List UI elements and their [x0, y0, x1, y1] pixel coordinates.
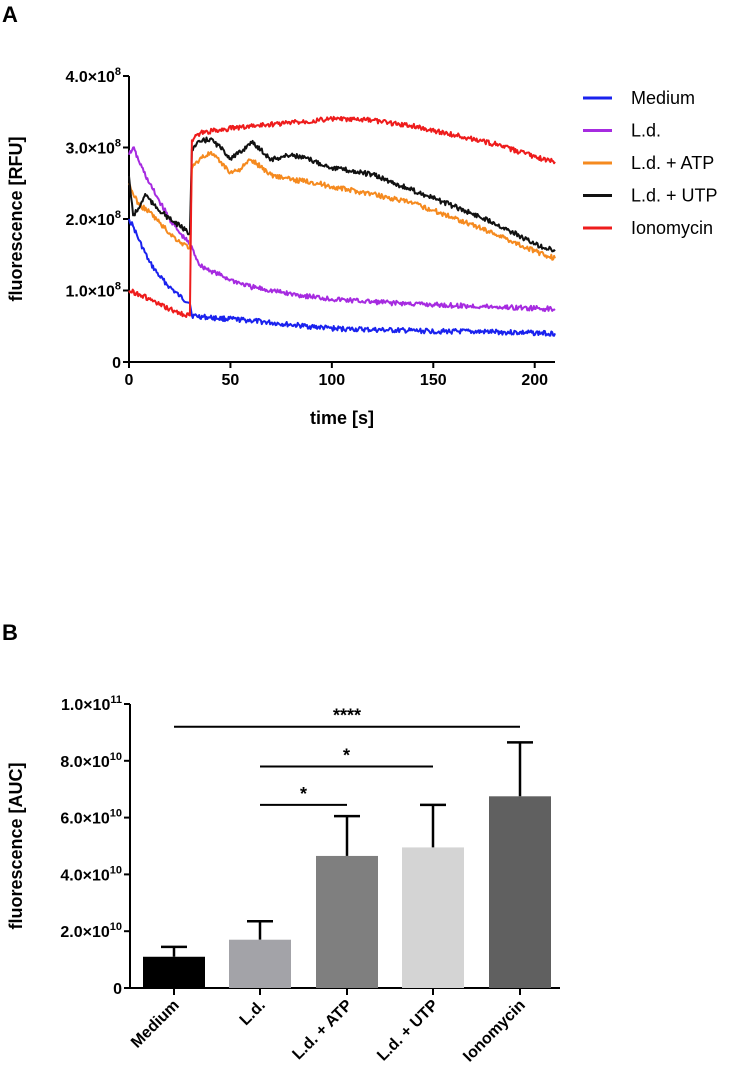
series-line-ionomycin: [128, 115, 556, 318]
category-label: L.d.: [237, 997, 269, 1029]
y-tick-label: 2.0×108: [65, 209, 121, 229]
bar: [229, 939, 291, 988]
legend-label: L.d.: [631, 121, 661, 141]
y-tick-label: 1.0×108: [65, 281, 121, 301]
series-line-l-d-utp: [128, 136, 556, 253]
x-tick-label: 100: [319, 372, 346, 389]
x-tick-label: 200: [521, 372, 548, 389]
bar-chart: 0 2.0×1010 4.0×1010 6.0×1010 8.0×1010 1.0×101…: [6, 694, 560, 1065]
bar: [143, 956, 205, 988]
x-axis-title: time [s]: [310, 408, 374, 428]
legend: Medium L.d. L.d. + ATP L.d. + UTP Ionomycin: [583, 88, 718, 238]
y-tick-label: 3.0×108: [65, 138, 121, 158]
y-tick-label: 4.0×108: [65, 66, 121, 86]
x-tick-label: 0: [125, 372, 134, 389]
x-tick-label: 150: [420, 372, 447, 389]
line-chart: 0 1.0×108 2.0×108 3.0×108 4.0×108 0 50 100 150 20…: [6, 66, 718, 428]
category-label: L.d. + UTP: [374, 997, 442, 1065]
category-label: Ionomycin: [460, 997, 529, 1066]
y-tick-label: 0: [112, 355, 121, 372]
panel-a-label: A: [2, 2, 18, 27]
legend-label: L.d. + UTP: [631, 186, 718, 206]
y-tick-label: 4.0×1010: [60, 864, 122, 884]
category-label: L.d. + ATP: [289, 997, 356, 1064]
panel-b-label: B: [2, 620, 18, 645]
y-axis-title: fluorescence [RFU]: [6, 136, 26, 301]
legend-label: L.d. + ATP: [631, 153, 714, 173]
category-label: Medium: [128, 997, 183, 1052]
significance-label: *: [343, 745, 350, 765]
significance-label: ****: [333, 706, 361, 726]
series-line-l-d: [128, 146, 556, 313]
y-axis-title: fluorescence [AUC]: [6, 762, 26, 929]
y-tick-label: 2.0×1010: [60, 921, 122, 941]
bar: [316, 855, 378, 988]
series-line-medium: [128, 218, 556, 337]
legend-label: Medium: [631, 88, 695, 108]
significance-label: *: [300, 784, 307, 804]
y-tick-label: 6.0×1010: [60, 808, 122, 828]
series-line-l-d-atp: [128, 150, 556, 261]
bar: [402, 847, 464, 988]
legend-label: Ionomycin: [631, 218, 713, 238]
bar: [489, 796, 551, 988]
y-tick-label: 0: [113, 981, 122, 998]
x-tick-label: 50: [222, 372, 240, 389]
y-tick-label: 8.0×1010: [60, 751, 122, 771]
y-tick-label: 1.0×1011: [61, 694, 122, 714]
